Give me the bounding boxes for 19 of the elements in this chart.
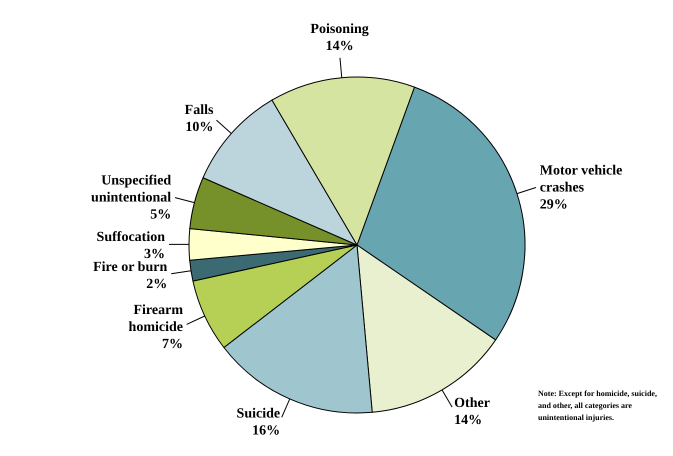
data-label: 7% xyxy=(162,337,183,352)
data-label: 14% xyxy=(454,413,482,428)
data-label: 3% xyxy=(144,246,165,262)
data-label: 5% xyxy=(150,208,172,223)
slice-label: Falls xyxy=(184,103,214,118)
data-label: 2% xyxy=(146,276,168,292)
data-label: 29% xyxy=(540,197,568,212)
data-label: 14% xyxy=(326,38,354,54)
slice-label: Other xyxy=(454,396,490,412)
data-label: 10% xyxy=(185,120,214,136)
data-label: 16% xyxy=(252,423,280,438)
slice-label: Motor vehicle crashes xyxy=(540,163,622,196)
slice-label: Suffocation xyxy=(96,230,166,245)
slice-label: Fire or burn xyxy=(93,260,168,275)
slice-label: Unspecified unintentional xyxy=(91,174,172,206)
text: Note: Except for homicide, suicide, and other, all categories are unintentional injuries. xyxy=(538,388,658,424)
slice-label: Poisoning xyxy=(310,22,369,37)
slice-label: Firearm homicide xyxy=(128,303,184,336)
slice-label: Suicide xyxy=(236,406,280,422)
